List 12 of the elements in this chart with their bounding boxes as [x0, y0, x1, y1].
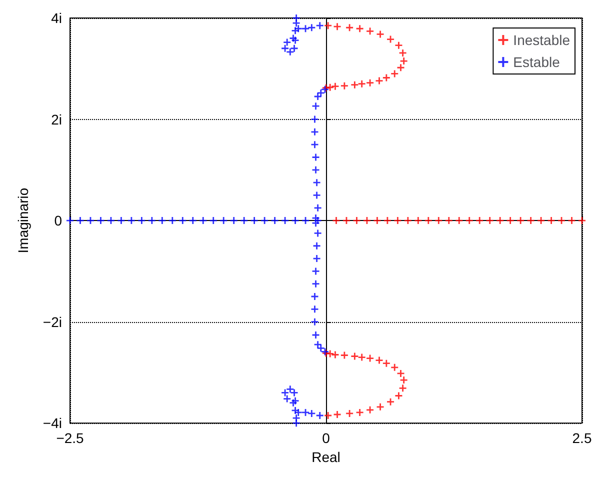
legend-label: Estable	[513, 54, 560, 70]
y-tick-label: −4i	[42, 415, 62, 432]
x-tick-label: −2.5	[56, 430, 84, 446]
x-axis-title: Real	[312, 449, 340, 465]
y-axis-title: Imaginario	[15, 188, 31, 254]
x-tick-label: 2.5	[572, 430, 592, 446]
legend-label: Inestable	[513, 32, 570, 48]
y-tick-label: 4i	[51, 10, 62, 26]
y-tick-label: 2i	[51, 111, 62, 128]
y-tick-label: 0	[54, 212, 62, 229]
x-tick-label: 0	[322, 430, 330, 446]
y-tick-label: −2i	[42, 314, 62, 330]
